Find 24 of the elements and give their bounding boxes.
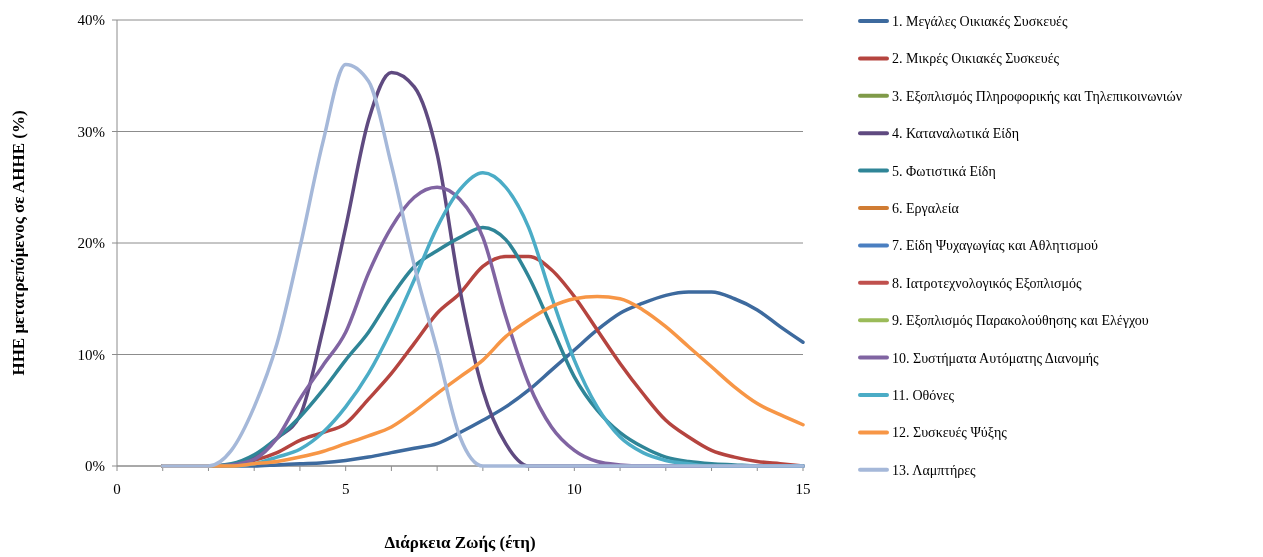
legend-label: 5. Φωτιστικά Είδη <box>892 163 996 179</box>
y-tick-label: 30% <box>77 123 105 140</box>
y-tick-label: 40% <box>77 12 105 29</box>
legend-label: 7. Είδη Ψυχαγωγίας και Αθλητισμού <box>892 238 1098 254</box>
y-tick-label: 20% <box>77 235 105 252</box>
x-tick-label: 5 <box>341 481 350 497</box>
legend-label: 8. Ιατροτεχνολογικός Εξοπλισμός <box>892 275 1082 291</box>
legend-label: 12. Συσκευές Ψύξης <box>892 425 1008 441</box>
legend-label: 10. Συστήματα Αυτόματης Διανομής <box>892 350 1100 366</box>
legend-label: 9. Εξοπλισμός Παρακολούθησης και Ελέγχου <box>892 313 1149 329</box>
legend-label: 1. Μεγάλες Οικιακές Συσκευές <box>892 13 1068 29</box>
legend-label: 4. Καταναλωτικά Είδη <box>892 126 1019 142</box>
y-axis-title: ΗΗΕ μετατρεπόμενος σε ΑΗΗΕ (%) <box>9 110 28 376</box>
legend-label: 13. Λαμπτήρες <box>892 462 977 478</box>
x-tick-label: 0 <box>113 481 121 497</box>
legend-label: 11. Οθόνες <box>892 387 955 403</box>
legend-label: 6. Εργαλεία <box>892 200 960 216</box>
legend-label: 2. Μικρές Οικιακές Συσκευές <box>892 51 1060 67</box>
legend-label: 3. Εξοπλισμός Πληροφορικής και Τηλεπικοινωνιών <box>892 88 1182 104</box>
y-tick-label: 10% <box>77 346 105 363</box>
x-axis-title: Διάρκεια Ζωής (έτη) <box>384 533 536 552</box>
y-tick-label: 0% <box>85 458 105 475</box>
x-tick-label: 15 <box>795 481 811 497</box>
x-tick-label: 10 <box>566 481 582 497</box>
